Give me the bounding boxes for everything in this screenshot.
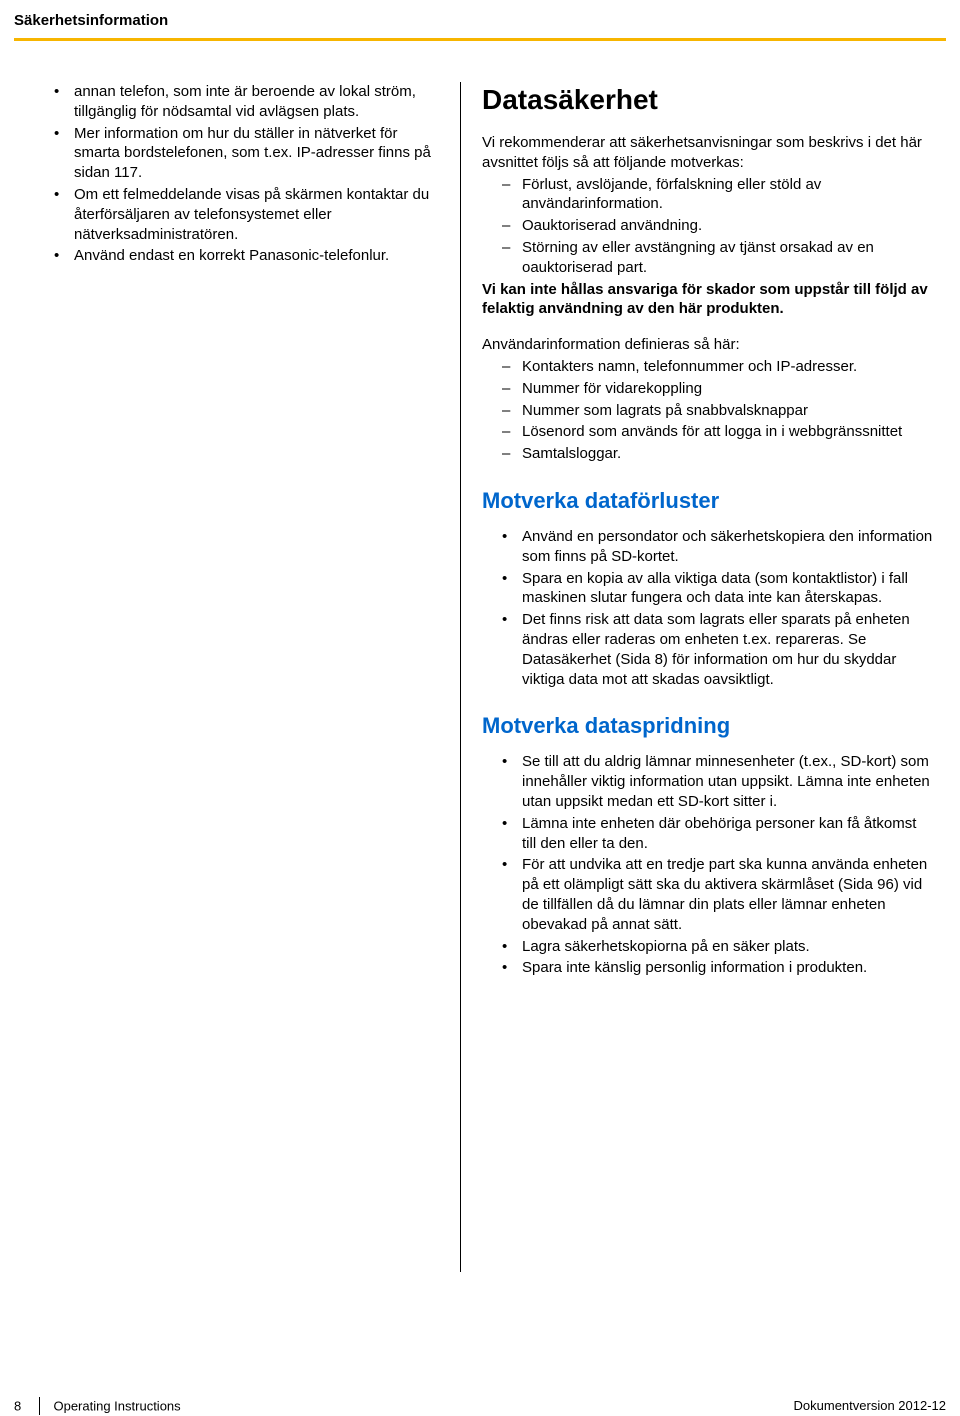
left-bullet-list: annan telefon, som inte är beroende av l…	[54, 82, 446, 266]
definition-dash-list: Kontakters namn, telefonnummer och IP-ad…	[482, 357, 934, 464]
list-item: Förlust, avslöjande, förfalskning eller …	[502, 175, 934, 215]
footer-left: 8 Operating Instructions	[14, 1398, 181, 1416]
list-item: Nummer för vidarekoppling	[502, 379, 934, 399]
list-item: Mer information om hur du ställer in nät…	[54, 124, 446, 183]
list-item: För att undvika att en tredje part ska k…	[502, 855, 934, 934]
list-item: Det finns risk att data som lagrats elle…	[502, 610, 934, 689]
list-item: Lagra säkerhetskopiorna på en säker plat…	[502, 937, 934, 957]
list-item: Lämna inte enheten där obehöriga persone…	[502, 814, 934, 854]
list-item: Oauktoriserad användning.	[502, 216, 934, 236]
list-item: Lösenord som används för att logga in i …	[502, 422, 934, 442]
list-item: annan telefon, som inte är beroende av l…	[54, 82, 446, 122]
intro-paragraph: Vi rekommenderar att säkerhetsanvisninga…	[482, 133, 934, 173]
disclaimer-bold: Vi kan inte hållas ansvariga för skador …	[482, 280, 934, 320]
content-area: annan telefon, som inte är beroende av l…	[14, 82, 946, 980]
list-item: Spara en kopia av alla viktiga data (som…	[502, 569, 934, 609]
section-heading-dataspread: Motverka dataspridning	[482, 711, 934, 740]
page-header-title: Säkerhetsinformation	[14, 12, 168, 29]
column-divider	[460, 82, 461, 1272]
list-item: Spara inte känslig personlig information…	[502, 958, 934, 978]
section-heading-dataloss: Motverka dataförluster	[482, 486, 934, 515]
footer-version: Dokumentversion 2012-12	[794, 1398, 946, 1413]
footer-doc-title: Operating Instructions	[53, 1398, 180, 1413]
intro-dash-list: Förlust, avslöjande, förfalskning eller …	[482, 175, 934, 278]
page-number: 8	[14, 1398, 21, 1413]
list-item: Se till att du aldrig lämnar minnesenhet…	[502, 752, 934, 811]
footer-divider	[39, 1397, 40, 1415]
left-column: annan telefon, som inte är beroende av l…	[14, 82, 464, 980]
list-item: Störning av eller avstängning av tjänst …	[502, 238, 934, 278]
list-item: Nummer som lagrats på snabbvalsknappar	[502, 401, 934, 421]
list-item: Om ett felmeddelande visas på skärmen ko…	[54, 185, 446, 244]
list-item: Samtalsloggar.	[502, 444, 934, 464]
list-item: Kontakters namn, telefonnummer och IP-ad…	[502, 357, 934, 377]
right-column: Datasäkerhet Vi rekommenderar att säkerh…	[464, 82, 934, 980]
main-heading: Datasäkerhet	[482, 82, 934, 119]
list-item: Använd endast en korrekt Panasonic-telef…	[54, 246, 446, 266]
list-item: Använd en persondator och säkerhetskopie…	[502, 527, 934, 567]
dataloss-bullet-list: Använd en persondator och säkerhetskopie…	[482, 527, 934, 689]
dataspread-bullet-list: Se till att du aldrig lämnar minnesenhet…	[482, 752, 934, 978]
definition-intro: Användarinformation definieras så här:	[482, 335, 934, 355]
header-rule	[14, 38, 946, 41]
